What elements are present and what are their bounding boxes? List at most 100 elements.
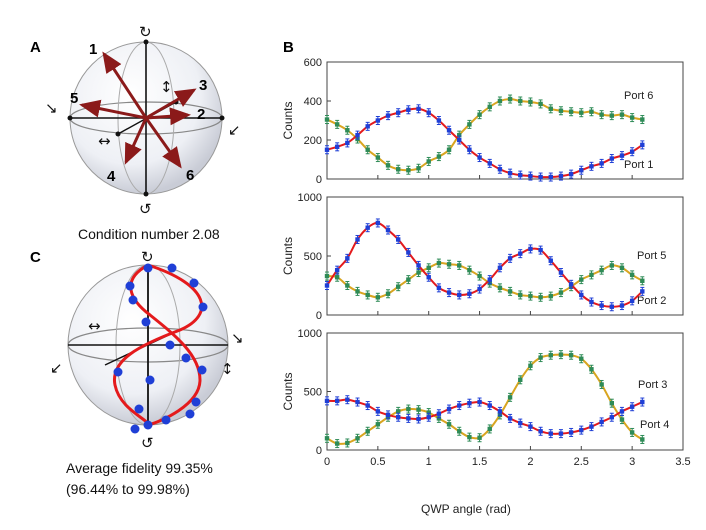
data-point xyxy=(355,436,360,441)
data-point xyxy=(579,110,584,115)
data-point xyxy=(528,363,533,368)
data-point xyxy=(457,292,462,298)
state-point xyxy=(134,404,144,414)
data-point xyxy=(375,295,381,300)
vector-4 xyxy=(124,117,148,165)
data-point xyxy=(609,415,614,420)
data-point xyxy=(365,225,370,230)
data-point xyxy=(619,265,625,270)
data-point xyxy=(640,117,645,122)
data-point xyxy=(396,110,401,115)
data-point xyxy=(345,256,350,261)
data-point xyxy=(589,272,594,278)
data-point xyxy=(416,106,421,111)
state-point xyxy=(128,295,138,305)
data-point xyxy=(507,256,513,261)
data-point xyxy=(497,265,503,270)
data-point xyxy=(599,161,604,166)
circular-pol-top-icon: ↻ xyxy=(141,248,154,266)
data-point xyxy=(334,441,340,446)
horizontal-pol-icon: ↔ xyxy=(88,317,101,335)
data-point xyxy=(406,107,411,112)
data-point xyxy=(579,168,584,173)
data-point xyxy=(609,401,614,406)
y-tick-label: 1000 xyxy=(298,192,322,204)
circular-pol-bottom-icon: ↺ xyxy=(139,200,152,218)
data-point xyxy=(477,155,482,160)
data-point xyxy=(487,277,492,282)
data-point xyxy=(446,290,452,295)
panel-letter-c: C xyxy=(30,249,41,266)
chart-ports-5-2: 0 500 1000 Counts Port 5 Port 2 xyxy=(281,192,684,322)
vector-label-2: 2 xyxy=(197,106,205,123)
data-point xyxy=(558,108,564,113)
data-point xyxy=(467,267,472,273)
data-point xyxy=(579,427,584,433)
state-point xyxy=(145,375,155,385)
diagonal-pol-left-icon: ↘ xyxy=(45,99,58,117)
data-point xyxy=(446,422,452,427)
data-point xyxy=(538,101,543,107)
data-point xyxy=(568,171,574,177)
data-point xyxy=(507,289,513,294)
x-tick-label: 2 xyxy=(527,456,533,468)
data-point xyxy=(396,409,401,414)
data-point xyxy=(457,403,462,408)
data-point xyxy=(518,172,523,178)
fidelity-caption-line2: (96.44% to 99.98%) xyxy=(66,481,190,497)
diagonal-pol-right-icon: ↙ xyxy=(228,121,241,139)
data-point xyxy=(640,399,645,405)
data-point xyxy=(385,163,391,168)
data-point xyxy=(538,355,543,360)
data-point xyxy=(375,118,381,123)
y-tick-label: 600 xyxy=(304,57,322,69)
data-point xyxy=(558,270,564,275)
data-point xyxy=(528,173,533,179)
data-point xyxy=(385,291,391,296)
data-point xyxy=(609,113,614,118)
data-point xyxy=(467,401,472,406)
state-point xyxy=(191,397,201,407)
data-point xyxy=(548,353,553,358)
data-point xyxy=(619,417,625,422)
data-point xyxy=(396,237,401,242)
data-point xyxy=(629,149,635,154)
data-point xyxy=(446,262,452,267)
data-point xyxy=(436,285,442,291)
series-label: Port 5 xyxy=(637,250,666,262)
panel-letter-a: A xyxy=(30,39,41,56)
data-point xyxy=(640,289,645,294)
data-point xyxy=(518,420,523,426)
data-point xyxy=(406,406,411,412)
data-point xyxy=(558,352,564,357)
data-point xyxy=(640,437,645,442)
data-point xyxy=(538,247,543,253)
data-point xyxy=(609,263,614,268)
diagonal-pol-left-icon: ↙ xyxy=(50,359,63,377)
data-point xyxy=(477,286,482,292)
data-point xyxy=(385,227,391,233)
data-point xyxy=(589,299,594,305)
data-point xyxy=(406,416,411,421)
data-point xyxy=(518,251,523,256)
condition-number-caption: Condition number 2.08 xyxy=(78,226,220,242)
data-point xyxy=(609,156,614,161)
data-point xyxy=(528,293,533,299)
state-point xyxy=(161,415,171,425)
data-point xyxy=(477,273,482,279)
state-point xyxy=(185,409,195,419)
vector-label-4: 4 xyxy=(107,168,116,185)
data-point xyxy=(599,112,604,117)
state-point xyxy=(143,420,153,430)
series-label: Port 2 xyxy=(637,295,666,307)
data-point xyxy=(497,167,503,172)
data-point xyxy=(457,132,462,138)
data-point xyxy=(324,436,330,441)
bloch-sphere-a: 1 2 3 4 5 6 ↻ ↺ ↘ ↙ ↕ ↔ xyxy=(45,23,241,218)
vector-2 xyxy=(145,107,191,126)
state-point xyxy=(197,365,207,375)
data-point xyxy=(416,407,421,412)
data-point xyxy=(640,278,645,283)
data-point xyxy=(334,144,340,150)
data-point xyxy=(518,377,523,382)
